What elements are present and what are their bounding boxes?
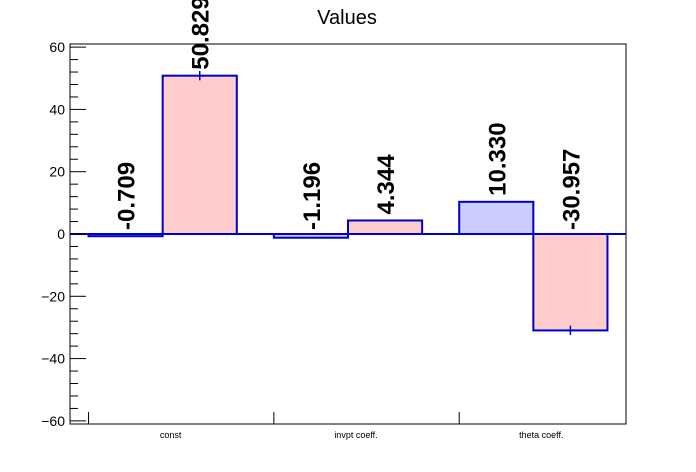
data-label: 10.330 [484, 122, 511, 195]
y-tick-label: −60 [41, 413, 65, 429]
bar [458, 200, 535, 235]
chart-title: Values [317, 7, 377, 29]
y-tick-label: 40 [49, 101, 65, 117]
data-labels-group: -0.709 -1.196 10.330 50.829 4.344 -30.957 [114, 0, 586, 230]
x-category-label: invpt coeff. [334, 430, 377, 440]
y-tick-label: 60 [49, 39, 65, 55]
y-tick-label: −40 [41, 351, 65, 367]
data-label: -0.709 [114, 162, 141, 230]
x-axis: const invpt coeff. theta coeff. [88, 412, 564, 440]
bar [347, 219, 424, 236]
data-label: -1.196 [299, 162, 326, 230]
y-tick-label: 0 [57, 226, 65, 242]
bars-group [87, 71, 609, 336]
data-label: -30.957 [558, 149, 585, 230]
data-label: 4.344 [373, 154, 400, 215]
y-axis: 60 40 20 0 −20 −40 −60 [41, 39, 86, 429]
x-category-label: const [160, 430, 182, 440]
y-tick-label: −20 [41, 288, 65, 304]
bar [161, 74, 238, 235]
x-category-label: theta coeff. [519, 430, 563, 440]
data-label: 50.829 [188, 0, 215, 70]
y-tick-label: 20 [49, 164, 65, 180]
bar [532, 233, 609, 332]
